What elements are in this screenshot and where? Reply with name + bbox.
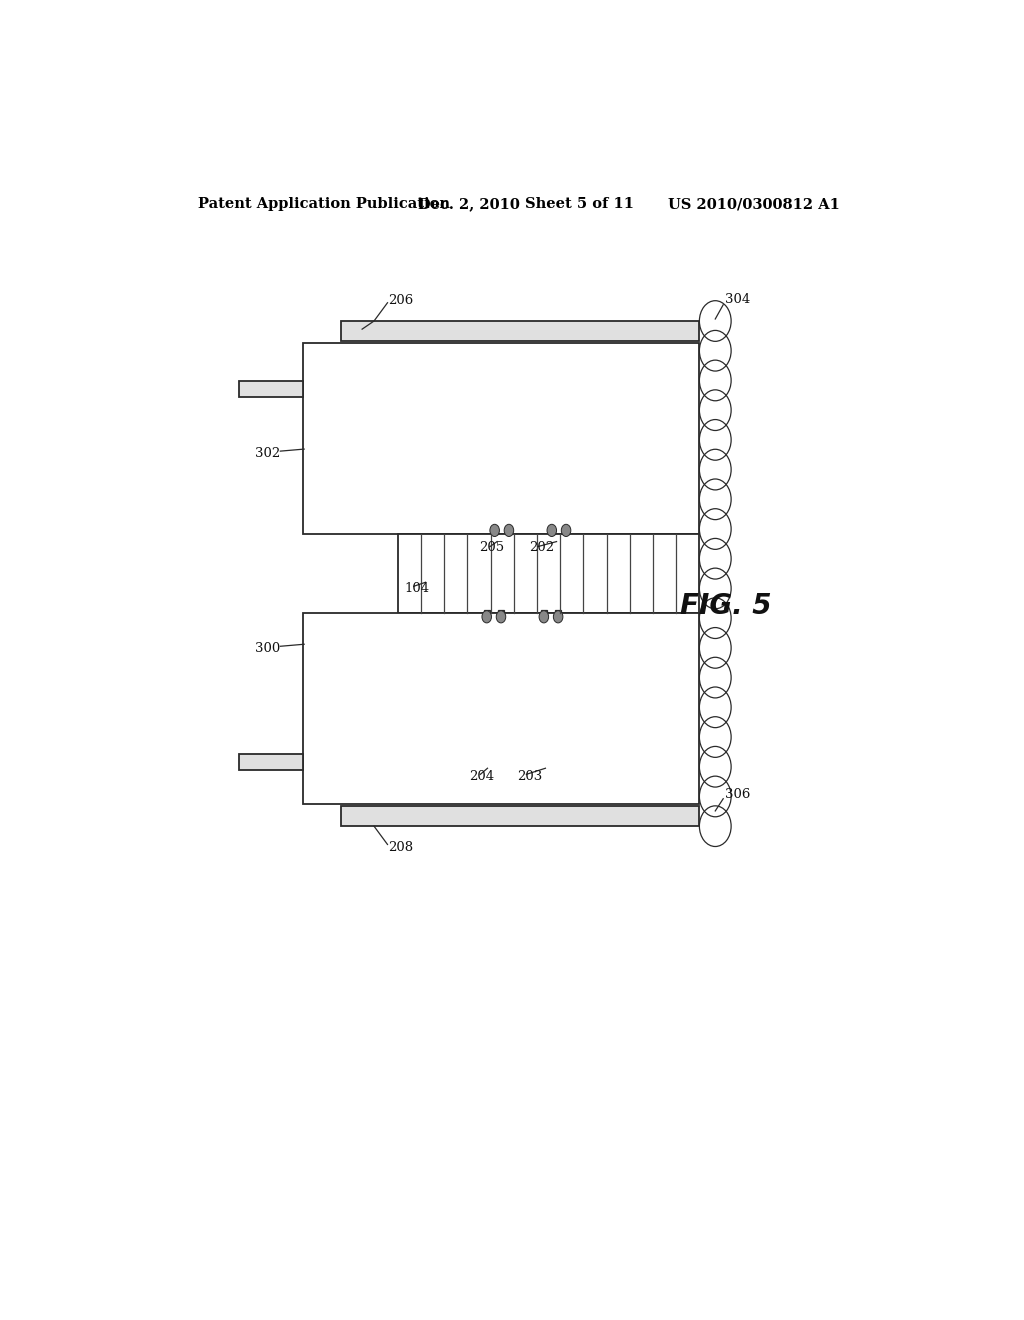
Text: 300: 300 bbox=[255, 642, 281, 655]
Text: 306: 306 bbox=[725, 788, 751, 801]
Circle shape bbox=[553, 611, 563, 623]
Bar bbox=[397, 535, 699, 612]
Bar bbox=[541, 610, 547, 618]
Bar bbox=[563, 529, 569, 535]
Bar bbox=[341, 805, 699, 826]
Text: 203: 203 bbox=[517, 770, 542, 783]
Bar bbox=[506, 529, 512, 535]
Circle shape bbox=[547, 524, 557, 536]
Text: US 2010/0300812 A1: US 2010/0300812 A1 bbox=[668, 197, 840, 211]
Text: 205: 205 bbox=[479, 541, 505, 554]
Text: 202: 202 bbox=[528, 541, 554, 554]
Bar bbox=[492, 529, 498, 535]
Text: 204: 204 bbox=[469, 770, 495, 783]
Text: 104: 104 bbox=[404, 582, 429, 595]
Text: Dec. 2, 2010: Dec. 2, 2010 bbox=[418, 197, 519, 211]
Bar bbox=[303, 343, 699, 535]
Text: 206: 206 bbox=[388, 294, 414, 308]
Circle shape bbox=[539, 611, 549, 623]
Circle shape bbox=[497, 611, 506, 623]
Bar bbox=[555, 610, 561, 618]
Text: 304: 304 bbox=[725, 293, 750, 306]
Bar bbox=[341, 321, 699, 342]
Text: Patent Application Publication: Patent Application Publication bbox=[198, 197, 450, 211]
Text: 208: 208 bbox=[388, 841, 414, 854]
Bar bbox=[240, 754, 303, 771]
Bar bbox=[549, 529, 555, 535]
Circle shape bbox=[482, 611, 492, 623]
Circle shape bbox=[561, 524, 570, 536]
Circle shape bbox=[504, 524, 514, 536]
Bar bbox=[240, 381, 303, 397]
Circle shape bbox=[489, 524, 500, 536]
Text: FIG. 5: FIG. 5 bbox=[680, 591, 771, 619]
Bar bbox=[483, 610, 489, 618]
Bar bbox=[498, 610, 504, 618]
Text: Sheet 5 of 11: Sheet 5 of 11 bbox=[524, 197, 634, 211]
Text: 302: 302 bbox=[255, 446, 281, 459]
Bar bbox=[303, 612, 699, 804]
